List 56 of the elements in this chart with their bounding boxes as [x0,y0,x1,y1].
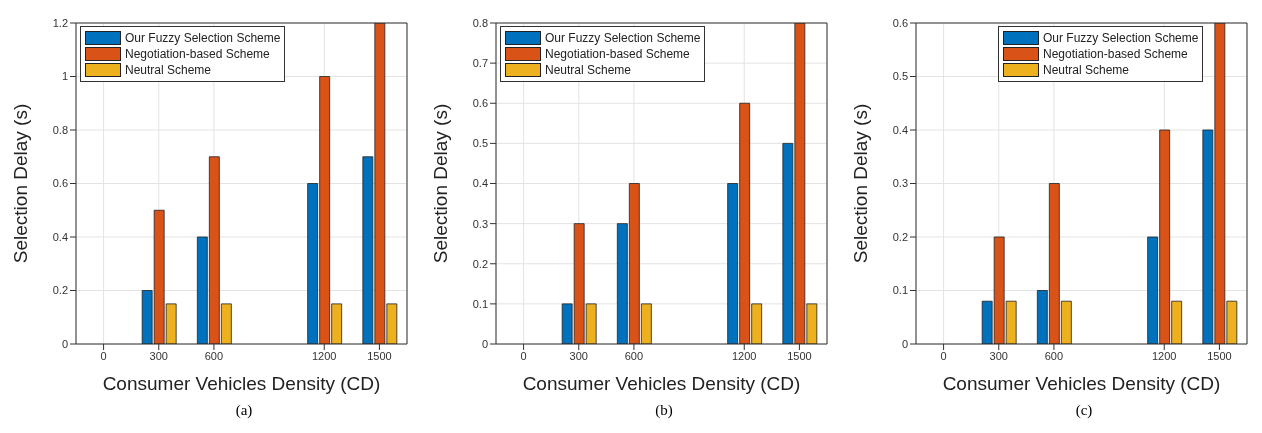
y-tick-label: 0.1 [892,284,908,297]
x-tick-label: 300 [989,349,1008,362]
x-tick-label: 0 [100,349,107,362]
x-axis-title: Consumer Vehicles Density (CD) [522,373,801,394]
x-tick-label: 600 [624,349,644,362]
x-axis-title: Consumer Vehicles Density (CD) [102,373,381,394]
x-tick-label: 0 [940,349,947,362]
x-tick-label: 1500 [367,349,392,362]
y-tick-label: 0.5 [472,137,488,150]
y-axis-title: Selection Delay (s) [849,103,871,264]
legend-label: Neutral Scheme [545,62,632,78]
x-tick-label: 1200 [312,349,337,362]
x-tick-label: 1500 [787,349,812,362]
x-tick-label: 600 [1044,349,1064,362]
y-axis-title: Selection Delay (s) [429,103,451,264]
y-tick-label: 0.5 [892,70,908,83]
y-tick-label: 0.7 [472,57,488,70]
y-tick-label: 0.2 [52,284,68,297]
x-tick-label: 0 [520,349,527,362]
x-axis-title: Consumer Vehicles Density (CD) [942,373,1221,394]
y-tick-label: 0.4 [472,177,488,190]
y-tick-label: 0.2 [472,257,488,270]
legend-label: Our Fuzzy Selection Scheme [545,30,701,46]
x-tick-label: 600 [204,349,224,362]
legend-label: Negotiation-based Scheme [125,46,270,62]
y-tick-label: 0.2 [892,230,908,243]
x-tick-label: 300 [569,349,588,362]
y-tick-label: 0.3 [892,177,908,190]
legend-label: Our Fuzzy Selection Scheme [125,30,281,46]
y-tick-label: 0.4 [52,230,68,243]
legend-label: Negotiation-based Scheme [1043,46,1188,62]
legend-label: Negotiation-based Scheme [545,46,690,62]
y-tick-label: 0.6 [52,177,68,190]
text: (b) [654,402,674,419]
text: (a) [234,402,254,419]
y-tick-label: 0 [61,337,68,350]
y-tick-label: 0.6 [892,16,908,29]
y-tick-label: 1.2 [52,16,68,29]
y-tick-label: 0.1 [472,297,488,310]
y-tick-label: 0.6 [472,97,488,110]
legend-label: Neutral Scheme [1043,62,1130,78]
text: (c) [1074,402,1094,419]
y-tick-label: 0.3 [472,217,488,230]
y-tick-label: 0 [901,337,908,350]
y-tick-label: 0.4 [892,123,908,136]
x-tick-label: 1200 [1152,349,1177,362]
y-tick-label: 0.8 [52,123,68,136]
legend-label: Our Fuzzy Selection Scheme [1043,30,1199,46]
x-tick-label: 1200 [732,349,757,362]
y-tick-label: 0.8 [472,16,488,29]
y-axis-title: Selection Delay (s) [9,103,31,264]
y-tick-label: 0 [481,337,488,350]
x-tick-label: 1500 [1207,349,1232,362]
x-tick-label: 300 [149,349,168,362]
legend-label: Neutral Scheme [125,62,212,78]
y-tick-label: 1 [61,70,68,83]
